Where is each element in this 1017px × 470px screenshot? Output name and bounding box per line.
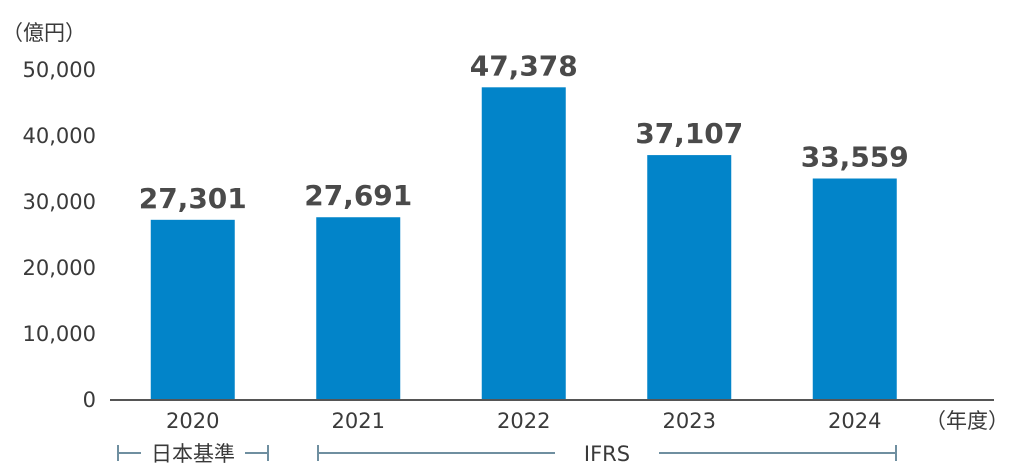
y-axis-ticks: 0 10,000 20,000 30,000 40,000 50,000 [23,58,96,412]
x-axis-unit-label: （年度） [925,409,1009,433]
standard-label-0: 日本基準 [151,442,235,466]
x-tick-label-2024: 2024 [828,409,881,433]
standard-label-1: IFRS [584,442,630,466]
data-label-2021: 27,691 [304,179,412,212]
x-axis-tick-labels: 2020 2021 2022 2023 2024 [166,409,881,433]
y-tick-label: 30,000 [23,190,96,214]
x-tick-label-2021: 2021 [332,409,385,433]
y-tick-label: 20,000 [23,256,96,280]
x-tick-label-2020: 2020 [166,409,219,433]
y-tick-label: 0 [83,388,96,412]
bar-2022 [481,87,566,400]
data-label-2023: 37,107 [635,117,743,150]
y-tick-label: 50,000 [23,58,96,82]
x-tick-label-2023: 2023 [663,409,716,433]
accounting-standard-brackets: 日本基準 IFRS [117,442,897,466]
y-tick-label: 10,000 [23,322,96,346]
data-label-2022: 47,378 [470,49,578,82]
data-label-2024: 33,559 [801,141,909,174]
y-axis-unit-label: （億円） [2,21,86,45]
bar-2024 [812,178,897,400]
standard-bracket-0: 日本基準 [117,442,269,466]
y-tick-label: 40,000 [23,124,96,148]
bar-2021 [316,217,401,400]
standard-bracket-1: IFRS [317,442,897,466]
x-tick-label-2022: 2022 [497,409,550,433]
bar-2020 [150,219,235,400]
bar-2023 [647,155,732,400]
bars [150,87,897,400]
data-label-2020: 27,301 [139,182,247,215]
data-labels: 27,301 27,691 47,378 37,107 33,559 [139,49,909,215]
